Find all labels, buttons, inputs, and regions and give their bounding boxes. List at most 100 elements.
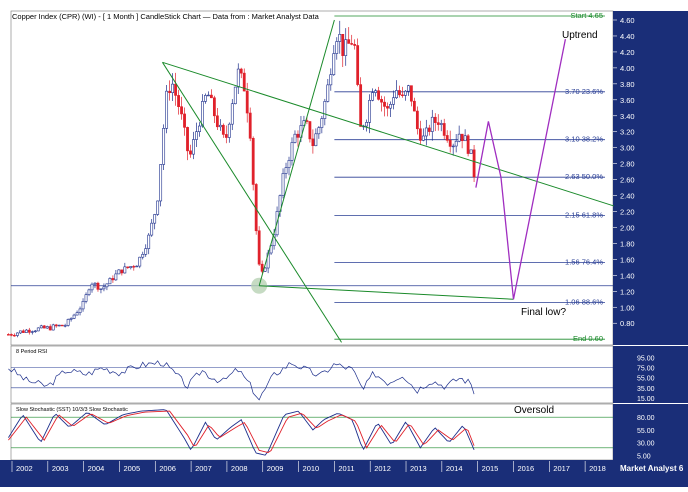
candle-body xyxy=(418,128,422,141)
candle-body xyxy=(75,312,79,316)
candle-body xyxy=(39,325,43,329)
candle-body xyxy=(296,133,300,138)
price-axis-tick-label: 4.20 xyxy=(620,48,635,57)
candle-body xyxy=(27,329,31,333)
time-axis-tick-label: 2013 xyxy=(410,464,427,473)
candle-body xyxy=(141,254,145,258)
candle-body xyxy=(218,124,222,128)
candle-body xyxy=(335,41,339,54)
price-axis-tick-label: 2.80 xyxy=(620,160,635,169)
candle-body xyxy=(290,142,294,161)
candle-body xyxy=(329,74,333,86)
candle-body xyxy=(323,101,327,119)
time-axis-tick-label: 2005 xyxy=(123,464,140,473)
candle-body xyxy=(201,101,204,127)
price-axis-tick-label: 1.40 xyxy=(620,271,635,280)
stochastic-axis-band xyxy=(613,404,688,460)
stochastic-axis-tick-label: 30.00 xyxy=(637,441,655,448)
candle-body xyxy=(12,334,16,337)
candle-body xyxy=(99,288,103,290)
candle-body xyxy=(371,92,374,101)
candle-body xyxy=(138,256,142,267)
rsi-axis-tick-label: 95.00 xyxy=(637,356,655,363)
candle-body xyxy=(421,135,425,141)
candle-body xyxy=(63,325,67,327)
candle-body xyxy=(317,127,321,135)
candle-body xyxy=(123,266,127,274)
candle-body xyxy=(445,135,449,141)
time-axis-tick-label: 2009 xyxy=(267,464,284,473)
price-axis-tick-label: 1.20 xyxy=(620,287,635,296)
price-axis-tick-label: 3.60 xyxy=(620,96,635,105)
candle-body xyxy=(415,110,419,130)
rsi-axis-band xyxy=(613,346,688,403)
candle-body xyxy=(433,116,437,123)
final-low-annotation: Final low? xyxy=(521,307,566,318)
candle-body xyxy=(398,90,401,96)
candle-body xyxy=(466,135,470,154)
price-axis-tick-label: 1.60 xyxy=(620,255,635,264)
price-axis-tick-label: 3.40 xyxy=(620,112,635,121)
candle-body xyxy=(242,72,246,92)
candle-body xyxy=(198,125,201,133)
channel-line xyxy=(259,285,514,300)
rsi-axis-tick-label: 55.00 xyxy=(637,376,655,383)
candle-body xyxy=(129,266,133,268)
candle-body xyxy=(60,324,64,327)
fib-level-label: 3.70 23.6% xyxy=(565,87,603,96)
time-axis-tick-label: 2016 xyxy=(517,464,534,473)
candle-body xyxy=(463,135,467,142)
candle-body xyxy=(24,329,28,333)
candle-body xyxy=(239,68,243,74)
rsi-axis-tick-label: 15.00 xyxy=(637,396,655,403)
candle-body xyxy=(102,286,106,290)
candle-body xyxy=(165,90,169,129)
candle-body xyxy=(412,100,416,112)
time-axis-tick-label: 2004 xyxy=(88,464,105,473)
candle-body xyxy=(215,115,219,128)
candle-body xyxy=(344,39,348,56)
candle-body xyxy=(356,45,360,85)
candle-body xyxy=(144,248,148,255)
candle-body xyxy=(409,85,413,102)
candle-body xyxy=(212,97,216,117)
candle-body xyxy=(454,140,458,147)
price-axis-tick-label: 2.00 xyxy=(620,223,635,232)
stochastic-axis-tick-label: 80.00 xyxy=(637,415,655,422)
candle-body xyxy=(96,282,100,290)
time-axis-band xyxy=(0,460,688,487)
candle-body xyxy=(424,127,428,137)
candle-body xyxy=(15,332,19,336)
candle-body xyxy=(192,139,195,155)
chart-footer-brand: Market Analyst 6 xyxy=(620,464,684,473)
candle-body xyxy=(111,278,115,281)
candle-body xyxy=(260,263,264,272)
candle-body xyxy=(472,149,476,178)
candle-body xyxy=(84,294,88,302)
price-axis-tick-label: 4.60 xyxy=(620,16,635,25)
time-axis-tick-label: 2003 xyxy=(52,464,69,473)
candle-body xyxy=(186,127,189,152)
candle-body xyxy=(180,106,183,115)
candle-body xyxy=(57,324,61,327)
candle-body xyxy=(48,326,52,331)
channel-line xyxy=(162,62,342,343)
candle-body xyxy=(183,113,186,128)
candle-body xyxy=(281,173,285,196)
candle-body xyxy=(320,118,324,128)
fib-level-label: 3.10 38.2% xyxy=(565,135,603,144)
candle-body xyxy=(439,123,443,125)
price-axis-tick-label: 2.40 xyxy=(620,192,635,201)
candle-body xyxy=(293,133,297,143)
candle-body xyxy=(7,334,10,336)
rsi-line xyxy=(8,360,475,401)
price-axis-tick-label: 3.00 xyxy=(620,144,635,153)
rsi-axis-tick-label: 75.00 xyxy=(637,366,655,373)
candle-body xyxy=(395,90,398,99)
candle-body xyxy=(251,137,255,185)
candle-body xyxy=(189,150,192,155)
candle-body xyxy=(365,122,369,127)
fib-level-label: 1.56 76.4% xyxy=(565,258,603,267)
candle-body xyxy=(386,106,389,109)
